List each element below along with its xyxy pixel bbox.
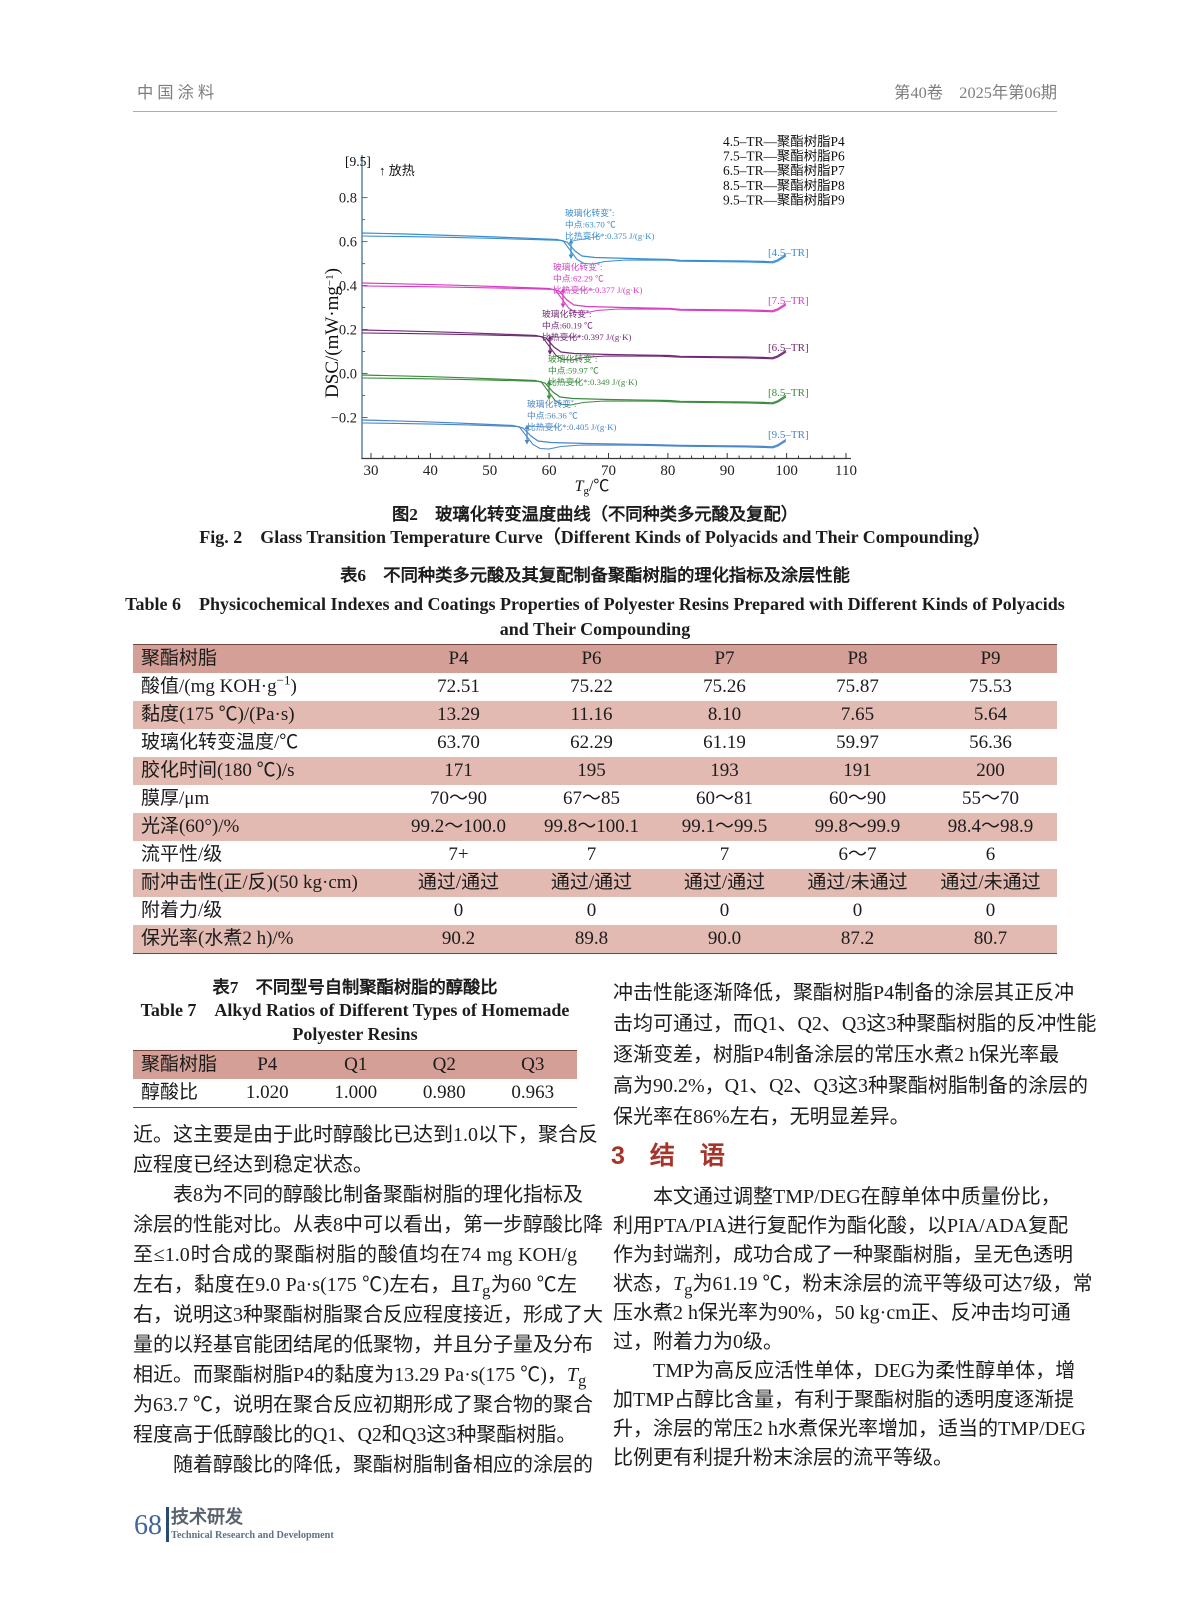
svg-text:80: 80 [660,463,675,479]
svg-text:中点:62.29 ℃: 中点:62.29 ℃ [553,273,604,284]
svg-text:玻璃化转变*:: 玻璃化转变*: [553,261,602,272]
svg-text:40: 40 [423,463,438,479]
svg-text:中点:56.36 ℃: 中点:56.36 ℃ [527,410,578,421]
svg-text:[4.5–TR]: [4.5–TR] [768,247,809,259]
svg-text:[8.5–TR]: [8.5–TR] [768,387,809,399]
svg-text:[6.5–TR]: [6.5–TR] [768,342,809,354]
svg-text:90: 90 [720,463,735,479]
svg-text:中点:60.19 ℃: 中点:60.19 ℃ [542,320,593,331]
svg-text:比热变化*:0.349 J/(g·K): 比热变化*:0.349 J/(g·K) [548,376,638,387]
svg-text:0.8: 0.8 [339,191,357,207]
svg-text:4.5–TR—聚酯树脂P4: 4.5–TR—聚酯树脂P4 [723,134,845,149]
svg-text:70: 70 [601,463,616,479]
svg-text:6.5–TR—聚酯树脂P7: 6.5–TR—聚酯树脂P7 [723,163,845,178]
svg-text:110: 110 [835,463,857,479]
svg-text:8.5–TR—聚酯树脂P8: 8.5–TR—聚酯树脂P8 [723,178,845,193]
svg-text:比热变化*:0.375 J/(g·K): 比热变化*:0.375 J/(g·K) [565,230,655,241]
svg-text:玻璃化转变*:: 玻璃化转变*: [565,207,614,218]
svg-text:[7.5–TR]: [7.5–TR] [768,295,809,307]
svg-text:0.2: 0.2 [339,323,357,339]
svg-text:[9.5]: [9.5] [345,154,371,169]
svg-text:玻璃化转变*:: 玻璃化转变*: [527,398,576,409]
svg-text:50: 50 [482,463,497,479]
svg-text:玻璃化转变*:: 玻璃化转变*: [542,308,591,319]
svg-text:玻璃化转变*:: 玻璃化转变*: [548,353,597,364]
svg-text:中点:63.70 ℃: 中点:63.70 ℃ [565,219,616,230]
svg-text:Tg/℃: Tg/℃ [575,478,610,497]
svg-text:60: 60 [542,463,557,479]
svg-text:比热变化*:0.397 J/(g·K): 比热变化*:0.397 J/(g·K) [542,331,632,342]
svg-text:0.6: 0.6 [339,235,357,251]
svg-text:0.0: 0.0 [339,367,357,383]
svg-text:7.5–TR—聚酯树脂P6: 7.5–TR—聚酯树脂P6 [723,149,845,164]
svg-text:−0.2: −0.2 [331,411,357,427]
svg-text:比热变化*:0.377 J/(g·K): 比热变化*:0.377 J/(g·K) [553,284,643,295]
svg-text:9.5–TR—聚酯树脂P9: 9.5–TR—聚酯树脂P9 [723,192,845,207]
svg-text:100: 100 [775,463,798,479]
svg-text:比热变化*:0.405 J/(g·K): 比热变化*:0.405 J/(g·K) [527,421,617,432]
svg-text:[9.5–TR]: [9.5–TR] [768,429,809,441]
svg-text:0.4: 0.4 [339,279,358,295]
svg-text:DSC/(mW·mg−1): DSC/(mW·mg−1) [322,268,343,398]
svg-text:↑ 放热: ↑ 放热 [379,163,415,178]
svg-text:中点:59.97 ℃: 中点:59.97 ℃ [548,365,599,376]
svg-text:30: 30 [364,463,379,479]
